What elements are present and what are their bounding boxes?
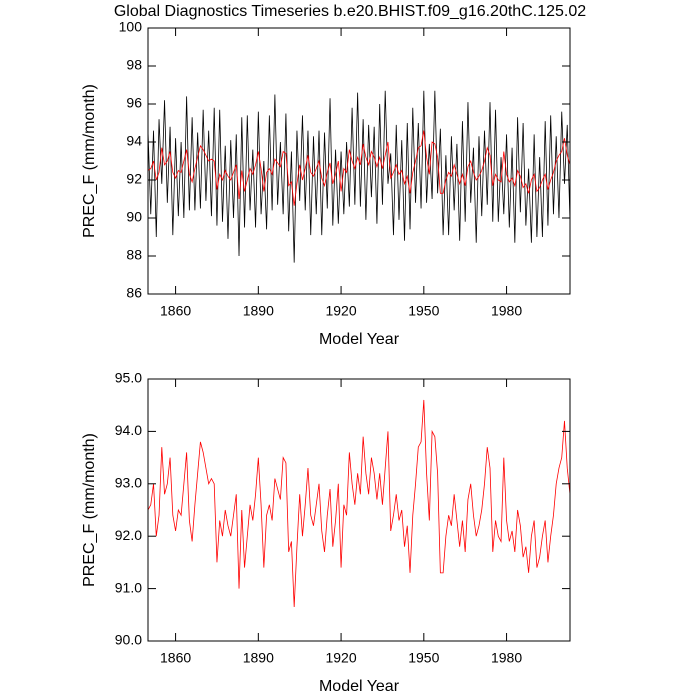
x-tick-label: 1890 (243, 303, 274, 319)
x-tick-label: 1890 (243, 650, 274, 666)
y-tick-label: 93.0 (115, 475, 142, 491)
y-tick-label: 95.0 (115, 370, 142, 386)
x-tick-label: 1860 (160, 650, 191, 666)
x-tick-label: 1980 (491, 650, 522, 666)
x-tick-label: 1920 (325, 303, 356, 319)
data-line (148, 399, 570, 607)
y-tick-label: 92 (126, 171, 142, 187)
x-tick-label: 1950 (408, 650, 439, 666)
y-tick-label: 91.0 (115, 579, 142, 595)
y-tick-label: 100 (119, 19, 143, 35)
x-tick-label: 1920 (325, 650, 356, 666)
chart-title: Global Diagnostics Timeseries b.e20.BHIS… (114, 3, 586, 20)
y-tick-label: 92.0 (115, 527, 142, 543)
data-line (148, 90, 570, 263)
y-tick-label: 86 (126, 285, 142, 301)
y-tick-label: 90 (126, 209, 142, 225)
x-tick-label: 1950 (408, 303, 439, 319)
x-axis-label: Model Year (319, 331, 400, 348)
y-tick-label: 88 (126, 247, 142, 263)
y-tick-label: 90.0 (115, 632, 142, 648)
y-tick-label: 94.0 (115, 422, 142, 438)
y-axis-label: PREC_F (mm/month) (81, 84, 98, 238)
plot-frame (147, 378, 571, 642)
x-tick-label: 1980 (491, 303, 522, 319)
y-tick-label: 94 (126, 133, 142, 149)
x-axis-label: Model Year (319, 678, 400, 695)
y-tick-label: 96 (126, 95, 142, 111)
y-axis-label: PREC_F (mm/month) (81, 433, 98, 587)
data-line (148, 130, 570, 206)
y-tick-label: 98 (126, 57, 142, 73)
plot-frame (147, 27, 571, 295)
x-tick-label: 1860 (160, 303, 191, 319)
